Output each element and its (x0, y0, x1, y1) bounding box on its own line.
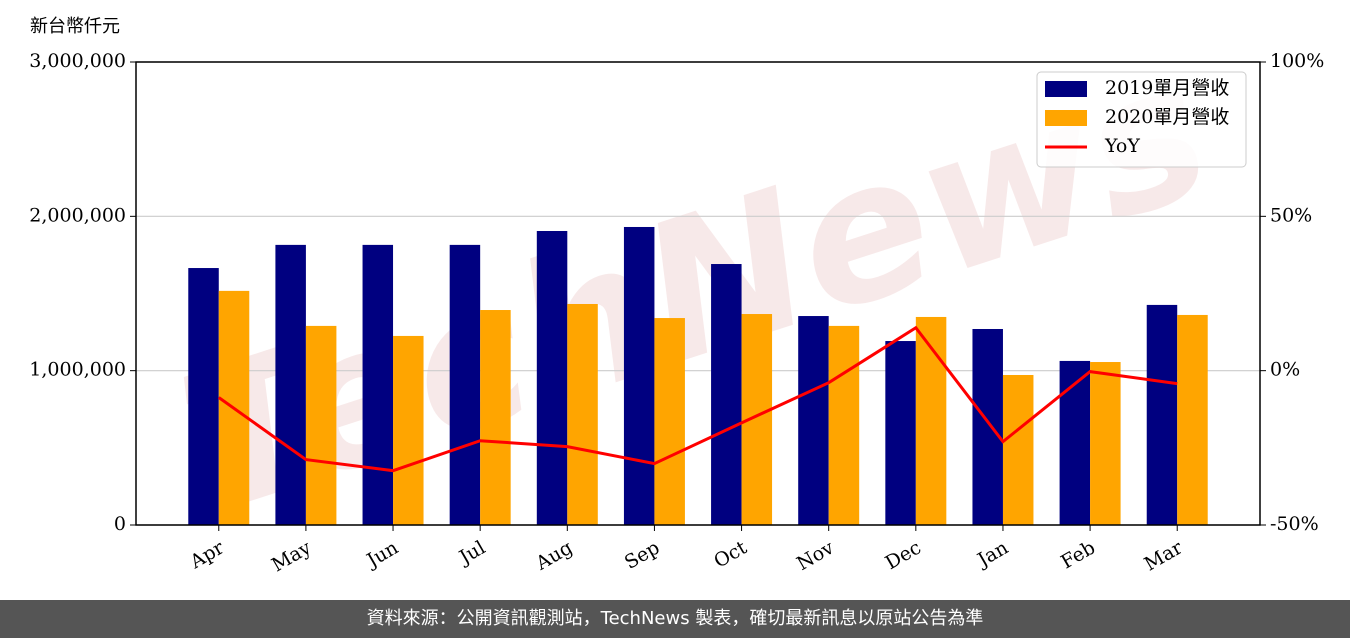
yoy-line (217, 325, 1178, 473)
bar (915, 316, 947, 525)
bar (972, 328, 1003, 525)
x-tick-label: Mar (1141, 536, 1187, 575)
legend-swatch (1045, 81, 1087, 97)
x-tick-label: Nov (793, 536, 838, 575)
y-axis-label: 新台幣仟元 (30, 16, 120, 37)
bar (305, 325, 337, 525)
bar (885, 341, 916, 525)
bar (1177, 314, 1208, 525)
bar (798, 316, 829, 525)
y2-tick-label: 0% (1270, 359, 1300, 381)
y-tick-label: 0 (114, 513, 126, 535)
y-tick-label: 2,000,000 (29, 204, 126, 226)
bar (567, 303, 598, 525)
bar (393, 335, 424, 525)
y-tick-label: 1,000,000 (29, 359, 126, 381)
x-tick-label: May (268, 536, 315, 576)
bar (188, 268, 219, 525)
y2-tick-label: 100% (1270, 50, 1324, 72)
bar (1059, 360, 1091, 525)
y2-tick-label: 50% (1270, 204, 1312, 226)
bar (480, 310, 511, 525)
bar (1146, 304, 1178, 525)
footer: 資料來源：公開資訊觀測站，TechNews 製表，確切最新訊息以原站公告為準 (0, 600, 1350, 638)
legend-label: YoY (1104, 135, 1140, 157)
chart: 新台幣仟元 TechNews 01,000,0002,000,0003,000,… (29, 16, 1324, 576)
legend-box (1036, 71, 1247, 168)
legend-label: 2020單月營收 (1105, 106, 1229, 128)
bar (1002, 374, 1034, 525)
legend-label: 2019單月營收 (1105, 77, 1229, 99)
x-tick-label: Jan (972, 537, 1012, 573)
bar (1090, 362, 1121, 525)
x-tick-label: Jul (454, 537, 489, 570)
bar (362, 244, 394, 525)
bar (449, 244, 481, 525)
plot-frame (135, 61, 1261, 526)
bar (711, 264, 742, 525)
x-tick-label: Oct (710, 536, 751, 572)
bar (536, 230, 568, 525)
legend: 2019單月營收 2020單月營收 YoY (1036, 71, 1247, 168)
x-tick-label: Jun (362, 537, 403, 573)
bar (828, 325, 860, 525)
legend-swatch (1045, 110, 1087, 126)
y2-tick-label: -50% (1270, 513, 1319, 535)
x-tick-label: Aug (531, 537, 576, 576)
bar (275, 244, 306, 525)
x-tick-label: Feb (1057, 537, 1099, 574)
y-tick-label: 3,000,000 (29, 50, 126, 72)
bar (654, 318, 685, 525)
x-tick-label: Sep (621, 537, 664, 574)
bar (623, 226, 655, 525)
x-tick-label: Dec (882, 537, 925, 575)
